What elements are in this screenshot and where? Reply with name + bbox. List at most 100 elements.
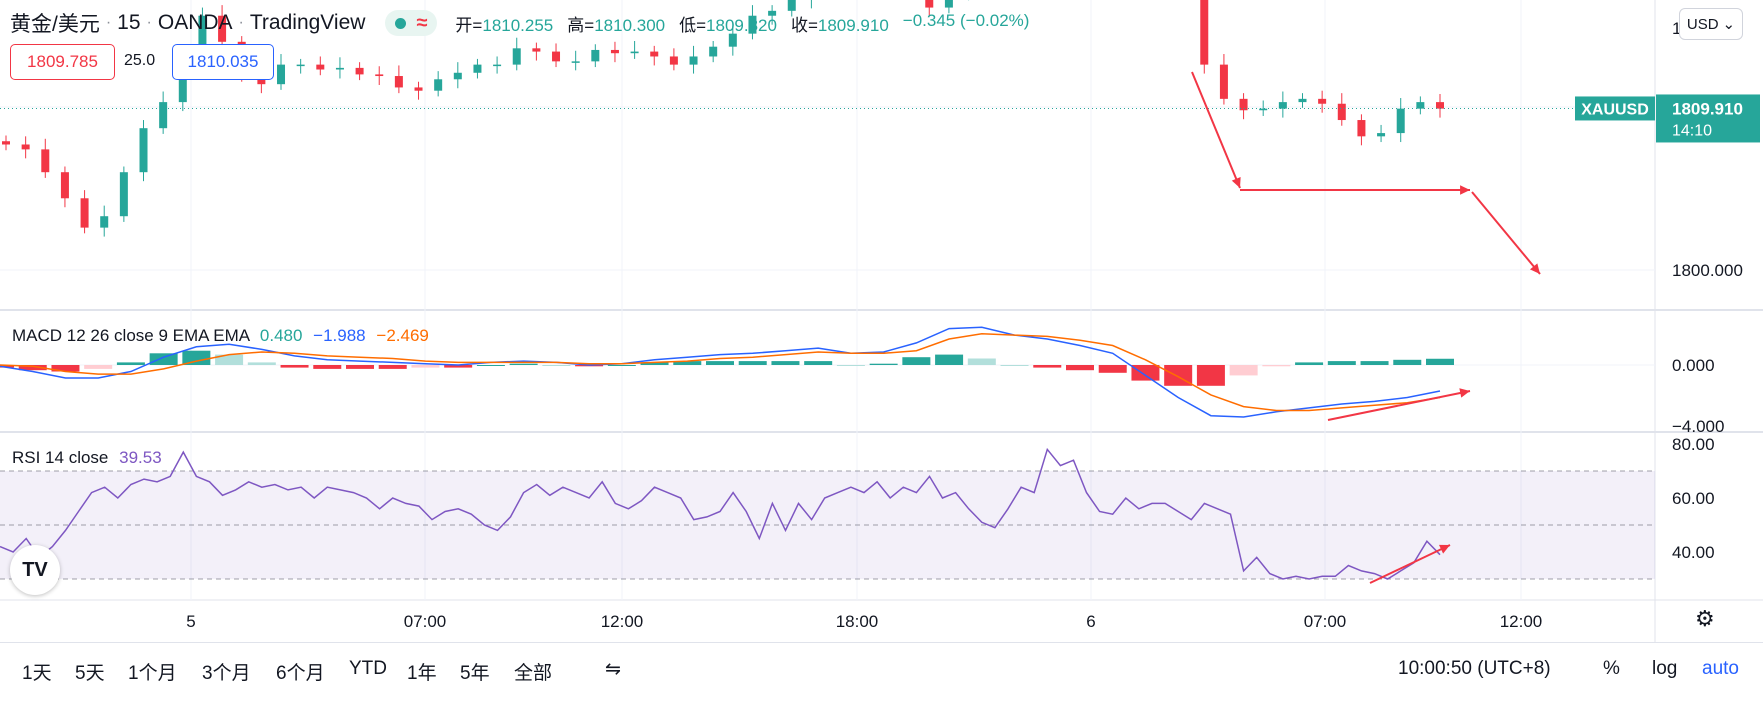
candle[interactable] <box>709 46 718 57</box>
candle[interactable] <box>650 51 659 57</box>
pane-divider[interactable] <box>0 431 1763 433</box>
candle[interactable] <box>1416 102 1425 109</box>
candle[interactable] <box>178 67 187 103</box>
candle[interactable] <box>944 0 953 8</box>
buy-price-button[interactable]: 1810.035 <box>172 44 274 80</box>
log-scale-button[interactable]: log <box>1652 658 1678 679</box>
rsi-legend[interactable]: RSI 14 close 39.53 <box>12 448 162 468</box>
candle[interactable] <box>768 10 777 16</box>
candle[interactable] <box>60 172 69 199</box>
candle[interactable] <box>925 0 934 8</box>
candle[interactable] <box>218 15 227 42</box>
calendar-range-icon[interactable]: ⇋ <box>605 659 621 680</box>
auto-scale-button[interactable]: auto <box>1702 658 1739 679</box>
range-button[interactable]: 1天 <box>22 663 52 684</box>
candle[interactable] <box>277 64 286 85</box>
annotation-arrow[interactable] <box>1471 191 1541 275</box>
candle[interactable] <box>375 74 384 77</box>
range-button[interactable]: 1个月 <box>128 663 177 684</box>
clock-readout[interactable]: 10:00:50 (UTC+8) <box>1398 658 1551 679</box>
candle[interactable] <box>1200 0 1209 65</box>
range-button[interactable]: 5年 <box>460 663 490 684</box>
candle[interactable] <box>2 141 10 145</box>
symbol-name[interactable]: 黄金/美元 <box>10 13 100 36</box>
candle[interactable] <box>748 15 757 34</box>
candle[interactable] <box>1278 102 1287 109</box>
sell-price-button[interactable]: 1809.785 <box>10 44 115 80</box>
time-tick: 07:00 <box>404 612 447 631</box>
interval-label[interactable]: 15 <box>117 11 141 34</box>
pane-divider[interactable] <box>0 309 1763 311</box>
annotation-arrow[interactable] <box>1191 71 1241 189</box>
candle[interactable] <box>41 149 50 173</box>
candle[interactable] <box>257 76 266 85</box>
candle[interactable] <box>1377 133 1386 137</box>
candle[interactable] <box>316 64 325 70</box>
macd-hist-value: 0.480 <box>259 326 303 345</box>
candle[interactable] <box>473 64 482 73</box>
candle[interactable] <box>198 15 207 68</box>
time-tick: 6 <box>1086 612 1095 631</box>
symbol-badge[interactable] <box>1575 96 1655 121</box>
gear-icon[interactable]: ⚙ <box>1695 606 1715 631</box>
candle[interactable] <box>532 48 541 52</box>
candle[interactable] <box>1219 64 1228 99</box>
candle[interactable] <box>571 61 580 63</box>
candle[interactable] <box>728 33 737 47</box>
candle[interactable] <box>610 49 619 54</box>
candle[interactable] <box>139 128 148 173</box>
macd-tick: −4.000 <box>1672 417 1724 436</box>
candle[interactable] <box>1298 98 1307 103</box>
candle[interactable] <box>787 0 796 11</box>
candle[interactable] <box>394 76 403 88</box>
candle[interactable] <box>1318 98 1327 104</box>
candle[interactable] <box>493 64 502 67</box>
annotation-arrow[interactable] <box>1369 544 1451 584</box>
macd-histogram-bar <box>1098 365 1127 373</box>
candle[interactable] <box>335 67 344 70</box>
candle[interactable] <box>296 64 305 67</box>
candle[interactable] <box>630 51 639 54</box>
signal-line[interactable] <box>0 333 1441 412</box>
candle[interactable] <box>80 198 89 228</box>
range-button[interactable]: 3个月 <box>202 663 251 684</box>
macd-legend[interactable]: MACD 12 26 close 9 EMA EMA 0.480 −1.988 … <box>12 326 429 346</box>
low-label: 低= <box>679 15 707 35</box>
macd-histogram-bar <box>804 361 833 365</box>
candle[interactable] <box>414 87 423 91</box>
candle[interactable] <box>119 172 128 217</box>
candle[interactable] <box>1239 98 1248 111</box>
candle[interactable] <box>100 216 109 228</box>
candle[interactable] <box>355 67 364 75</box>
candle[interactable] <box>1259 108 1268 111</box>
candle[interactable] <box>1357 120 1366 137</box>
candle[interactable] <box>1436 102 1444 109</box>
annotation-arrow[interactable] <box>1327 390 1471 421</box>
candle[interactable] <box>591 49 600 62</box>
range-button[interactable]: 5天 <box>75 663 105 684</box>
open-label: 开= <box>455 15 483 35</box>
candle[interactable] <box>689 56 698 65</box>
range-button[interactable]: 1年 <box>407 663 437 684</box>
candle[interactable] <box>512 48 521 65</box>
currency-select[interactable]: USD ⌄ <box>1679 8 1743 40</box>
candle[interactable] <box>21 144 30 150</box>
range-button[interactable]: 6个月 <box>276 663 325 684</box>
candle[interactable] <box>1337 103 1346 121</box>
candle[interactable] <box>453 72 462 80</box>
candle[interactable] <box>669 56 678 65</box>
candle[interactable] <box>552 51 561 62</box>
percent-scale-button[interactable]: % <box>1603 658 1620 679</box>
range-button[interactable]: 全部 <box>514 663 553 684</box>
market-status-pill[interactable]: ≈ <box>385 10 438 36</box>
candle[interactable] <box>1396 108 1405 134</box>
candle[interactable] <box>434 79 443 91</box>
last-price-badge[interactable] <box>1656 94 1760 143</box>
candle[interactable] <box>159 102 168 129</box>
range-button[interactable]: YTD <box>349 658 387 679</box>
rsi-line[interactable] <box>0 447 1441 580</box>
macd-line[interactable] <box>0 326 1441 418</box>
tradingview-logo[interactable]: TV <box>10 545 60 595</box>
